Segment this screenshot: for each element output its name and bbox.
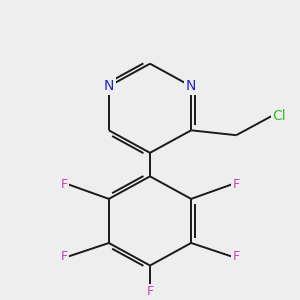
Text: F: F	[61, 178, 68, 191]
Text: F: F	[232, 178, 239, 191]
Text: F: F	[232, 250, 239, 263]
Text: Cl: Cl	[272, 109, 286, 123]
Text: N: N	[186, 79, 196, 93]
Text: F: F	[146, 285, 154, 298]
Text: F: F	[61, 250, 68, 263]
Text: N: N	[104, 79, 114, 93]
